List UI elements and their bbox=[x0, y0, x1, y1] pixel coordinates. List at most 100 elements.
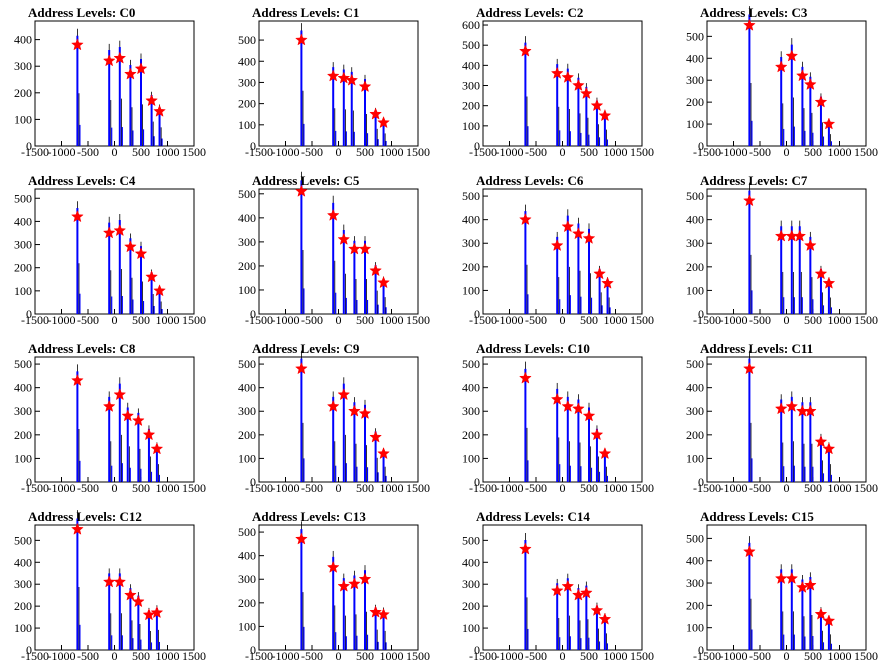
y-tick-label: 400 bbox=[462, 555, 480, 569]
chart-svg: 0 100 200 300 400 500 -1500-1000 -500 0 500 1000 15… bbox=[238, 350, 430, 495]
peak-marker bbox=[124, 240, 137, 253]
y-tick-label: 200 bbox=[462, 599, 480, 613]
peak-marker bbox=[590, 428, 604, 441]
chart-svg: 0 100 200 300 400 500 -1500-1000 -500 0 500 1000 15… bbox=[686, 182, 878, 327]
x-tick-label: 0 bbox=[112, 649, 118, 663]
y-tick-label: 100 bbox=[462, 283, 480, 297]
peak-marker bbox=[377, 447, 390, 460]
y-tick-label: 200 bbox=[686, 598, 704, 612]
x-tick-label: -500 bbox=[749, 145, 771, 159]
x-tick-label: -500 bbox=[77, 313, 99, 327]
x-tick-label: 0 bbox=[560, 649, 566, 663]
x-tick-label: 500 bbox=[580, 313, 598, 327]
peak-marker bbox=[358, 79, 372, 93]
y-tick-label: 100 bbox=[686, 117, 704, 131]
plot-frame bbox=[482, 188, 643, 315]
peak-marker bbox=[337, 71, 351, 84]
y-tick-label: 500 bbox=[686, 531, 704, 545]
chart-panel: 0 100 200 300 400 500 -1500 -1000 -500 0 500 1000 15… bbox=[672, 504, 896, 672]
y-tick-label: 100 bbox=[686, 621, 704, 635]
y-tick-label: 0 bbox=[250, 139, 256, 153]
x-tick-label: -500 bbox=[749, 313, 771, 327]
x-tick-label: -1500 bbox=[469, 313, 497, 327]
x-tick-label: -1500 bbox=[693, 145, 721, 159]
peak-marker bbox=[142, 428, 156, 441]
chart-title: Address Levels: C13 bbox=[252, 509, 366, 524]
peak-marker bbox=[113, 575, 127, 588]
x-tick-label: 0 bbox=[112, 313, 118, 327]
peak-marker bbox=[369, 107, 382, 120]
peak-marker bbox=[377, 116, 390, 129]
peak-marker bbox=[358, 242, 372, 255]
x-tick-label: -1500 bbox=[693, 649, 721, 663]
chart-title: Address Levels: C2 bbox=[476, 5, 584, 20]
x-tick-label: -500 bbox=[301, 145, 323, 159]
x-tick-label: -500 bbox=[525, 145, 547, 159]
x-tick-label: 1500 bbox=[182, 481, 206, 495]
y-tick-label: 0 bbox=[698, 139, 704, 153]
y-tick-label: 400 bbox=[238, 211, 256, 225]
peak-marker bbox=[743, 18, 756, 31]
x-tick-label: 0 bbox=[336, 313, 342, 327]
chart-svg: 0 100 200 300 400 500 -1500-1000 -500 0 500 1000 15… bbox=[238, 171, 430, 327]
peak-marker bbox=[590, 603, 604, 616]
peak-marker bbox=[743, 362, 756, 375]
x-tick-label: 500 bbox=[356, 313, 374, 327]
y-tick-label: 400 bbox=[462, 381, 480, 395]
y-tick-label: 0 bbox=[26, 307, 32, 321]
peak-marker bbox=[134, 62, 148, 75]
x-tick-label: 1500 bbox=[854, 313, 878, 327]
x-tick-label: 1500 bbox=[182, 145, 206, 159]
peak-marker bbox=[550, 392, 564, 405]
y-tick-label: 500 bbox=[462, 357, 480, 371]
peak-marker bbox=[295, 362, 308, 375]
y-tick-label: 300 bbox=[462, 577, 480, 591]
x-tick-label: -1000 bbox=[48, 145, 76, 159]
x-tick-label: 500 bbox=[804, 145, 822, 159]
x-tick-label: 500 bbox=[804, 313, 822, 327]
y-tick-label: 0 bbox=[26, 643, 32, 657]
y-tick-label: 200 bbox=[238, 97, 256, 111]
peak-marker bbox=[153, 104, 166, 117]
chart-svg: 0 100 200 300 400 500 -1500-1000 -500 0 500 1000 15… bbox=[686, 524, 878, 663]
y-tick-label: 300 bbox=[238, 572, 256, 586]
x-tick-label: -500 bbox=[749, 481, 771, 495]
peak-marker bbox=[102, 399, 116, 412]
plot-frame bbox=[258, 356, 419, 483]
peak-marker bbox=[814, 267, 828, 280]
plot-frame bbox=[34, 356, 195, 483]
peak-marker bbox=[519, 542, 532, 555]
peak-marker bbox=[326, 69, 340, 82]
peak-marker bbox=[295, 33, 308, 46]
peak-marker bbox=[572, 402, 585, 415]
chart-panel: 0 100 200 300 400 500 -1500 -1000 -500 0 500 1000 15… bbox=[448, 336, 672, 504]
y-tick-label: 300 bbox=[14, 577, 32, 591]
chart-title: Address Levels: C10 bbox=[476, 341, 590, 356]
chart-svg: 0 100 200 300 400 500 -1500-1000 -500 0 500 1000 15… bbox=[686, 6, 878, 159]
x-tick-label: 1000 bbox=[604, 145, 628, 159]
y-tick-label: 500 bbox=[14, 533, 32, 547]
x-tick-label: 500 bbox=[132, 313, 150, 327]
chart-svg: 0 100 200 300 400 500 -1500-1000 -500 0 500 1000 15… bbox=[238, 521, 430, 663]
y-tick-label: 600 bbox=[462, 18, 480, 32]
plot-frame bbox=[706, 524, 867, 651]
x-tick-label: 500 bbox=[580, 145, 598, 159]
peak-marker bbox=[822, 614, 836, 627]
x-tick-label: -1500 bbox=[245, 145, 273, 159]
peak-marker bbox=[803, 238, 817, 252]
peak-marker bbox=[326, 399, 340, 412]
y-tick-label: 400 bbox=[14, 214, 32, 228]
x-tick-label: -1000 bbox=[496, 649, 524, 663]
peak-marker bbox=[71, 522, 84, 535]
x-tick-label: 1500 bbox=[630, 649, 654, 663]
x-tick-label: 1500 bbox=[406, 649, 430, 663]
y-tick-label: 100 bbox=[14, 112, 32, 126]
x-tick-label: 500 bbox=[356, 145, 374, 159]
y-tick-label: 200 bbox=[462, 260, 480, 274]
y-tick-label: 400 bbox=[14, 33, 32, 47]
y-tick-label: 500 bbox=[462, 189, 480, 203]
y-tick-label: 300 bbox=[462, 79, 480, 93]
peak-marker bbox=[822, 442, 836, 455]
peak-marker bbox=[71, 373, 84, 386]
chart-panel: 0 100 200 300 400 500 -1500 -1000 -500 0 500 1000 15… bbox=[224, 0, 448, 168]
